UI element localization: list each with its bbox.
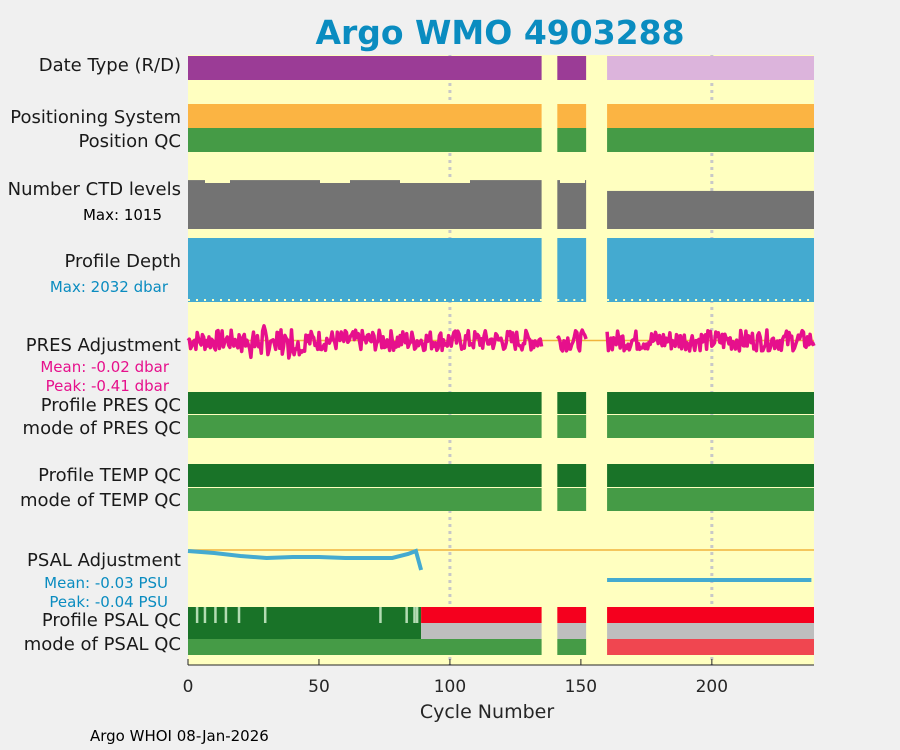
label-pres-mean: Mean: -0.02 dbar <box>40 358 170 376</box>
x-tick-label-150: 150 <box>565 677 597 697</box>
label-positioning: Positioning System <box>10 107 181 128</box>
position-qc-bar-seg-0-0 <box>188 128 542 152</box>
profile-temp-qc-bar-seg-2-0 <box>607 464 814 487</box>
profile-depth-area-1 <box>557 238 587 302</box>
profile-psal-qc-tick-5 <box>263 607 267 631</box>
profile-psal-qc-lower-seg-0-1 <box>421 623 542 639</box>
label-depth-max: Max: 2032 dbar <box>50 278 169 296</box>
ctd-levels-area-2 <box>607 190 814 229</box>
profile-depth-area-0 <box>188 238 542 302</box>
plot-background <box>188 55 814 665</box>
label-mode-pres-qc: mode of PRES QC <box>23 418 181 439</box>
mode-pres-qc-bar-seg-1-0 <box>557 415 587 438</box>
date-type-bar-seg-0-0 <box>188 56 542 80</box>
pres-adjust-series-0 <box>186 324 544 360</box>
label-ctd-levels: Number CTD levels <box>8 179 181 200</box>
mode-temp-qc-bar-seg-1-0 <box>557 488 587 511</box>
ctd-levels-area-0 <box>188 180 542 229</box>
x-tick-label-50: 50 <box>308 677 330 697</box>
profile-pres-qc-bar-seg-0-0 <box>188 392 542 414</box>
profile-psal-qc-lower-seg-0-0 <box>188 623 422 639</box>
footer-text: Argo WHOI 08-Jan-2026 <box>90 727 269 745</box>
x-tick-label-200: 200 <box>696 677 728 697</box>
profile-psal-qc-tick-3 <box>224 607 228 631</box>
profile-psal-qc-tick-2 <box>214 607 217 631</box>
label-profile-temp-qc: Profile TEMP QC <box>38 465 181 486</box>
profile-psal-qc-bar-seg-0-0 <box>188 607 422 623</box>
profile-temp-qc-bar-seg-0-0 <box>188 464 542 487</box>
label-psal-peak: Peak: -0.04 PSU <box>49 593 168 611</box>
profile-psal-qc-lower-seg-1-0 <box>557 623 587 639</box>
profile-psal-qc-tick-0 <box>195 607 199 631</box>
mode-psal-qc-bar-seg-0-0 <box>188 639 542 655</box>
label-mode-temp-qc: mode of TEMP QC <box>20 490 181 511</box>
x-axis-label: Cycle Number <box>420 701 554 723</box>
label-ctd-max: Max: 1015 <box>83 206 162 224</box>
positioning-bar-2 <box>607 104 814 128</box>
ctd-notch-0 <box>205 180 230 183</box>
profile-psal-qc-tick-9 <box>415 607 419 631</box>
mode-temp-qc-bar-seg-2-0 <box>607 488 814 511</box>
profile-psal-qc-lower-seg-2-0 <box>607 623 814 639</box>
mode-psal-qc-bar-seg-1-0 <box>557 639 587 655</box>
profile-psal-qc-bar-seg-2-0 <box>607 607 814 623</box>
date-type-bar-seg-2-0 <box>607 56 814 80</box>
label-profile-psal-qc: Profile PSAL QC <box>42 610 181 631</box>
label-pres-adjustment: PRES Adjustment <box>26 335 181 356</box>
x-tick-label-0: 0 <box>183 677 194 697</box>
profile-psal-qc-bar-seg-1-0 <box>557 607 587 623</box>
pres-adjust-series-2 <box>605 328 816 353</box>
pres-adjust-series-1 <box>555 328 588 353</box>
label-profile-depth: Profile Depth <box>64 251 181 272</box>
mode-temp-qc-bar-seg-0-0 <box>188 488 542 511</box>
ctd-notch-3 <box>560 180 585 183</box>
positioning-bar-0 <box>188 104 542 128</box>
mode-psal-qc-bar-seg-2-0 <box>607 639 814 655</box>
ctd-notch-2 <box>400 180 470 183</box>
profile-depth-area-2 <box>607 238 814 302</box>
profile-psal-qc-tick-4 <box>237 607 241 631</box>
label-date-type: Date Type (R/D) <box>39 55 181 76</box>
profile-psal-qc-tick-1 <box>203 607 207 631</box>
profile-psal-qc-bar-seg-0-1 <box>421 607 542 623</box>
mode-pres-qc-bar-seg-0-0 <box>188 415 542 438</box>
profile-psal-qc-tick-8 <box>413 607 416 631</box>
label-position-qc: Position QC <box>78 131 181 152</box>
positioning-bar-1 <box>557 104 587 128</box>
ctd-levels-area-1 <box>557 180 587 229</box>
profile-psal-qc-tick-6 <box>379 607 382 631</box>
label-pres-peak: Peak: -0.41 dbar <box>46 377 170 395</box>
chart-title: Argo WMO 4903288 <box>315 13 684 52</box>
label-psal-mean: Mean: -0.03 PSU <box>44 574 168 592</box>
position-qc-bar-seg-1-0 <box>557 128 587 152</box>
label-psal-adjustment: PSAL Adjustment <box>27 550 181 571</box>
ctd-notch-1 <box>320 180 350 183</box>
profile-psal-qc-tick-7 <box>405 607 408 631</box>
profile-pres-qc-bar-seg-2-0 <box>607 392 814 414</box>
label-profile-pres-qc: Profile PRES QC <box>41 395 181 416</box>
position-qc-bar-seg-2-0 <box>607 128 814 152</box>
psal-adjust-series-early <box>187 548 424 571</box>
profile-pres-qc-bar-seg-1-0 <box>557 392 587 414</box>
mode-pres-qc-bar-seg-2-0 <box>607 415 814 438</box>
date-type-bar-seg-1-0 <box>557 56 587 80</box>
label-mode-psal-qc: mode of PSAL QC <box>24 634 181 655</box>
profile-temp-qc-bar-seg-1-0 <box>557 464 587 487</box>
x-tick-label-100: 100 <box>434 677 466 697</box>
